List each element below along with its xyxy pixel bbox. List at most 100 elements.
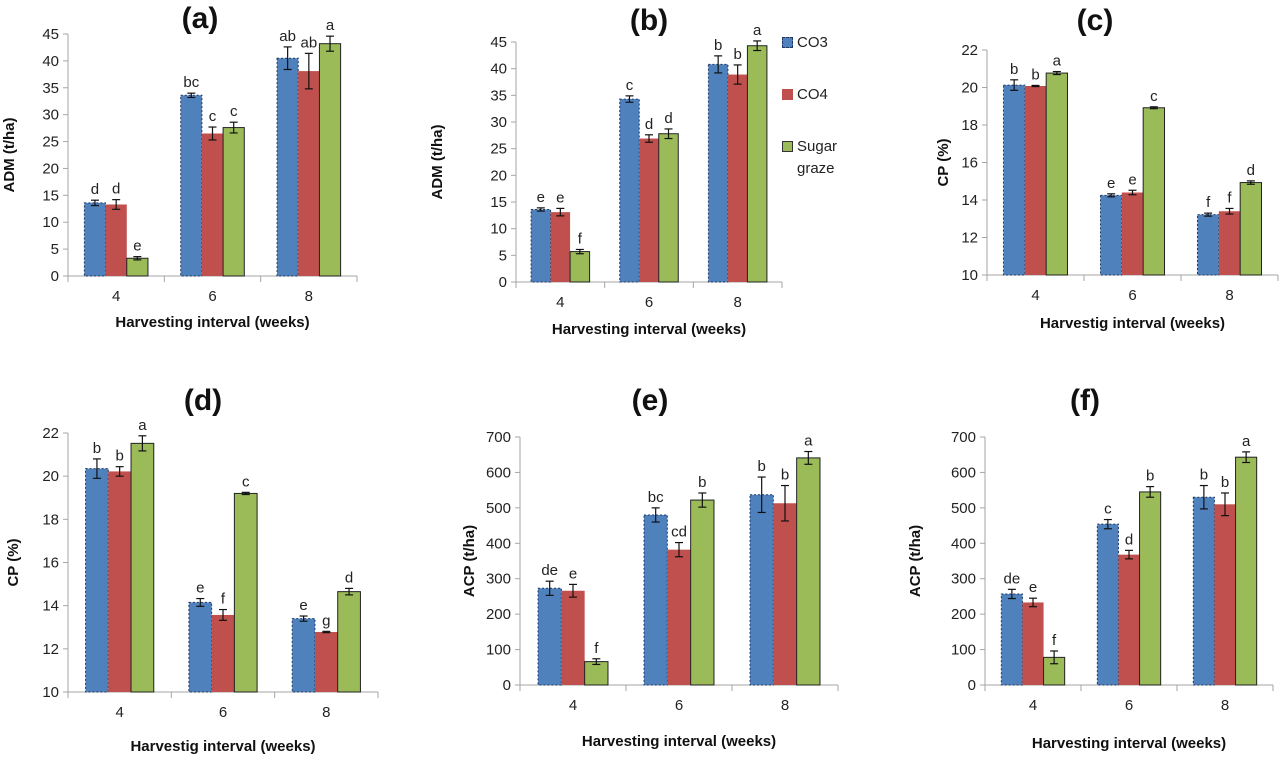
bar-co4 bbox=[298, 71, 320, 277]
significance-letter: a bbox=[804, 433, 813, 450]
bar-co4 bbox=[108, 471, 132, 692]
y-tick-label: 700 bbox=[486, 429, 511, 446]
x-axis-label: Harvesting interval (weeks) bbox=[115, 314, 309, 331]
bar-co4 bbox=[1118, 554, 1140, 685]
bar-sugar-graze bbox=[318, 43, 342, 277]
legend-item-sugar-graze: Sugar graze bbox=[782, 136, 842, 180]
y-tick-label: 500 bbox=[486, 500, 511, 517]
y-tick-label: 10 bbox=[490, 221, 507, 238]
chart-panel-c: (c) 10 12 14 16 18 20 22 CP (%) Harvestig interva… bbox=[850, 0, 1280, 340]
y-tick-label: 45 bbox=[42, 26, 59, 43]
x-tick-label: 4 bbox=[556, 294, 564, 311]
significance-letter: e bbox=[299, 597, 307, 614]
bar-co3 bbox=[276, 57, 299, 277]
bar-co3 bbox=[1002, 84, 1026, 276]
y-tick-label: 700 bbox=[951, 429, 976, 446]
y-tick-label: 300 bbox=[486, 571, 511, 588]
y-tick-label: 14 bbox=[42, 598, 59, 615]
y-tick-label: 40 bbox=[490, 61, 507, 78]
y-tick-label: 200 bbox=[951, 606, 976, 623]
bar-co3 bbox=[1192, 496, 1215, 686]
significance-letter: g bbox=[322, 612, 330, 629]
bar-sugar-graze bbox=[796, 457, 821, 686]
y-axis-label: CP (%) bbox=[5, 538, 22, 586]
y-tick-label: 25 bbox=[42, 134, 59, 151]
bar-co4 bbox=[550, 212, 571, 282]
bar-co4 bbox=[211, 614, 235, 692]
legend-swatch-co3 bbox=[782, 37, 793, 48]
x-axis-label: Harvestig interval (weeks) bbox=[1040, 315, 1225, 332]
y-tick-label: 10 bbox=[42, 684, 59, 701]
bar-sugar-graze bbox=[690, 499, 715, 686]
bar-co4 bbox=[201, 133, 224, 276]
bar-sugar-graze bbox=[130, 442, 155, 693]
y-tick-label: 400 bbox=[951, 535, 976, 552]
legend-label-co3: CO3 bbox=[797, 34, 828, 51]
significance-letter: b bbox=[781, 467, 789, 484]
x-tick-label: 8 bbox=[733, 294, 741, 311]
x-tick-label: 6 bbox=[675, 697, 683, 714]
bar-co3 bbox=[1096, 523, 1119, 686]
bar-co4 bbox=[1022, 602, 1044, 685]
significance-letter: b bbox=[115, 448, 123, 465]
significance-letter: c bbox=[1150, 88, 1158, 105]
bar-sugar-graze bbox=[233, 492, 258, 693]
y-tick-label: 40 bbox=[42, 53, 59, 70]
significance-letter: e bbox=[1107, 175, 1115, 192]
y-tick-label: 35 bbox=[490, 87, 507, 104]
chart-title: (b) bbox=[630, 4, 668, 37]
chart-svg: (f) 0 100 200 300 400 500 600 700 ACP (t/ha) Harve… bbox=[907, 384, 1274, 752]
bar-co3 bbox=[1196, 214, 1220, 276]
x-tick-label: 6 bbox=[208, 288, 216, 305]
legend-label-sugar-graze: Sugar graze bbox=[797, 138, 838, 177]
bar-co4 bbox=[105, 204, 127, 276]
significance-letter: d bbox=[1247, 162, 1255, 179]
bar-co3 bbox=[83, 202, 107, 277]
x-axis-label: Harvesting interval (weeks) bbox=[552, 321, 746, 338]
y-tick-label: 100 bbox=[951, 642, 976, 659]
bar-co3 bbox=[537, 587, 562, 686]
significance-letter: e bbox=[537, 189, 545, 206]
y-tick-label: 400 bbox=[486, 535, 511, 552]
bar-co4 bbox=[314, 631, 338, 692]
chart-panel-b: (b) 0 5 10 15 20 25 30 35 40 45 ADM (t/ha) Harvestin… bbox=[420, 0, 860, 340]
y-tick-label: 10 bbox=[42, 214, 59, 231]
significance-letter: b bbox=[698, 474, 706, 491]
significance-letter: e bbox=[1128, 171, 1136, 188]
y-tick-label: 600 bbox=[486, 464, 511, 481]
significance-letter: d bbox=[345, 569, 353, 586]
x-tick-label: 6 bbox=[1128, 287, 1136, 304]
chart-panel-f: (f) 0 100 200 300 400 500 600 700 ACP (t/ha) Harve… bbox=[850, 370, 1280, 761]
bar-sugar-graze bbox=[1239, 182, 1263, 276]
bar-co3 bbox=[707, 63, 729, 283]
y-tick-label: 25 bbox=[490, 141, 507, 158]
significance-letter: c bbox=[209, 108, 217, 125]
significance-letter: d bbox=[1125, 531, 1133, 548]
significance-letter: b bbox=[758, 458, 766, 475]
y-tick-label: 12 bbox=[961, 230, 978, 247]
bar-co4 bbox=[561, 590, 585, 685]
x-tick-label: 4 bbox=[569, 697, 577, 714]
x-tick-label: 4 bbox=[115, 704, 123, 721]
y-tick-label: 16 bbox=[42, 555, 59, 572]
significance-letter: a bbox=[1242, 433, 1251, 450]
y-tick-label: 14 bbox=[961, 192, 978, 209]
significance-letter: c bbox=[230, 103, 238, 120]
x-tick-label: 6 bbox=[645, 294, 653, 311]
bar-co4 bbox=[1214, 504, 1236, 685]
y-tick-label: 35 bbox=[42, 80, 59, 97]
significance-letter: a bbox=[1053, 53, 1062, 70]
x-axis-label: Harvesting interval (weeks) bbox=[1032, 735, 1226, 752]
bar-co4 bbox=[773, 503, 797, 685]
bar-co4 bbox=[1121, 192, 1144, 275]
significance-letter: f bbox=[1052, 632, 1057, 649]
chart-svg: (c) 10 12 14 16 18 20 22 CP (%) Harvestig interva… bbox=[935, 4, 1279, 332]
significance-letter: b bbox=[714, 37, 722, 54]
bar-co4 bbox=[727, 74, 748, 283]
bar-co3 bbox=[643, 514, 668, 686]
significance-letter: d bbox=[664, 110, 672, 127]
y-tick-label: 30 bbox=[490, 114, 507, 131]
significance-letter: ab bbox=[279, 28, 296, 45]
significance-letter: a bbox=[753, 22, 762, 39]
y-tick-label: 16 bbox=[961, 155, 978, 172]
